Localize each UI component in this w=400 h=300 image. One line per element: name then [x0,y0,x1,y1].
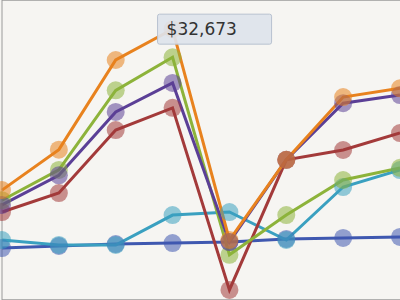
svg-text:$32,673: $32,673 [167,19,237,39]
